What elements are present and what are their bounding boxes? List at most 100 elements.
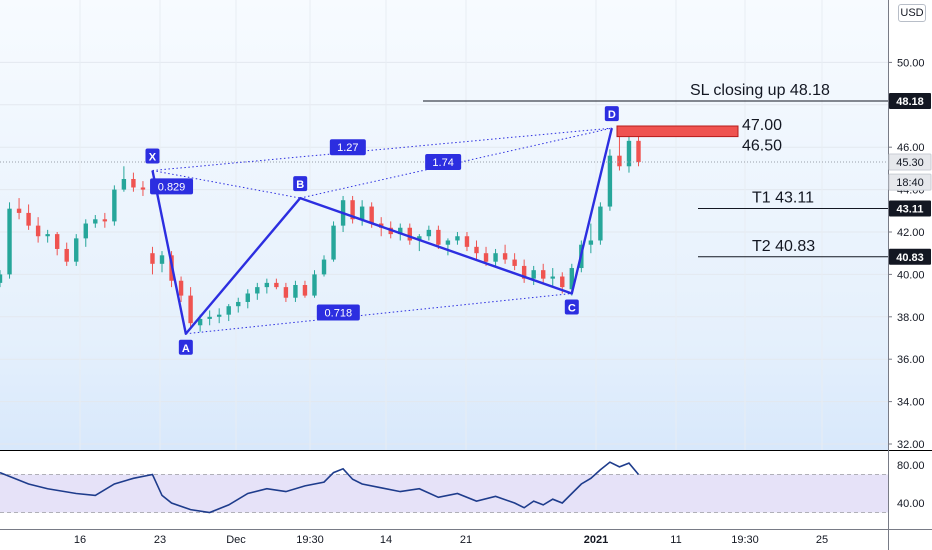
candle-body xyxy=(112,189,117,222)
entry-zone-upper-label: 47.00 xyxy=(742,117,782,134)
candlestick-series xyxy=(0,132,641,332)
candle-body xyxy=(197,318,203,326)
candle-body xyxy=(417,236,422,241)
candle-body xyxy=(16,208,22,213)
pattern-point-label: D xyxy=(608,109,616,121)
ratio-label: 0.718 xyxy=(325,308,353,320)
candle-body xyxy=(35,225,41,237)
currency-badge[interactable]: USD xyxy=(898,4,926,22)
price-tick-label: 36.00 xyxy=(897,354,925,366)
price-tick-label: 32.00 xyxy=(897,439,925,451)
candle-body xyxy=(483,253,489,262)
time-tick-label: 2021 xyxy=(584,534,608,546)
candle-body xyxy=(207,316,212,319)
candle-body xyxy=(264,282,270,288)
candle-body xyxy=(426,229,432,237)
pattern-point-label: B xyxy=(296,179,304,191)
candle-body xyxy=(45,234,50,237)
candle-body xyxy=(541,270,546,279)
time-tick-label: 21 xyxy=(460,534,472,546)
pattern-ratio-connector xyxy=(152,170,301,199)
time-tick-label: 19:30 xyxy=(296,534,324,546)
candle-body xyxy=(560,276,565,288)
time-tick-label: 11 xyxy=(670,534,681,546)
candle-body xyxy=(131,179,136,188)
candle-body xyxy=(550,276,555,279)
pattern-point-box[interactable] xyxy=(604,106,619,122)
candle-body xyxy=(531,270,536,279)
ratio-label: 0.829 xyxy=(158,181,186,193)
ratio-label-box xyxy=(425,154,462,171)
candle-body xyxy=(369,206,374,224)
candle-body xyxy=(64,248,69,262)
price-tick-label: 42.00 xyxy=(897,227,925,239)
pattern-point-box[interactable] xyxy=(564,299,579,315)
candle-body xyxy=(445,240,451,245)
pattern-ratio-connector xyxy=(152,127,612,172)
candle-body xyxy=(293,285,298,298)
price-axis-badge-label: 40.83 xyxy=(896,252,924,264)
candle-body xyxy=(455,236,460,241)
price-axis-badge-label: 43.11 xyxy=(897,203,924,215)
candle-body xyxy=(598,206,603,241)
pattern-point-box[interactable] xyxy=(178,339,193,355)
candle-body xyxy=(626,140,632,167)
time-tick-label: 23 xyxy=(154,534,166,546)
level-label: T1 43.11 xyxy=(752,189,814,206)
entry-zone-box[interactable] xyxy=(616,125,739,138)
candle-body xyxy=(102,219,108,222)
candle-body xyxy=(83,223,88,239)
pattern-point-box[interactable] xyxy=(145,148,160,164)
price-axis-badge xyxy=(889,248,931,265)
candle-body xyxy=(493,253,498,262)
pattern-point-box[interactable] xyxy=(293,176,308,192)
pattern-point-label: X xyxy=(149,152,157,164)
rsi-indicator xyxy=(0,461,888,514)
candle-body xyxy=(617,155,622,167)
candle-body xyxy=(636,140,641,163)
candle-body xyxy=(312,274,317,296)
ratio-label: 1.27 xyxy=(337,142,358,154)
pattern-ratio-connector xyxy=(300,127,612,199)
price-axis[interactable]: 32.0034.0036.0038.0040.0042.0044.0046.00… xyxy=(888,57,932,510)
candle-body xyxy=(159,255,165,264)
candle-body xyxy=(150,253,155,264)
candle-body xyxy=(588,240,594,245)
candle-body xyxy=(188,295,193,324)
rsi-band xyxy=(0,474,888,513)
pattern-ratio-connector xyxy=(185,292,572,335)
rsi-tick-label: 40.00 xyxy=(897,498,925,510)
price-tick-label: 46.00 xyxy=(897,142,925,154)
candle-body xyxy=(274,282,279,288)
candle-body xyxy=(26,212,31,226)
level-label: T2 40.83 xyxy=(752,238,815,255)
price-tick-label: 38.00 xyxy=(897,312,925,324)
candle-body xyxy=(407,227,412,241)
candle-body xyxy=(216,314,222,317)
candle-body xyxy=(502,253,508,260)
price-axis-badge xyxy=(889,92,931,109)
candle-body xyxy=(569,268,574,290)
candle-body xyxy=(464,236,470,247)
entry-zone-lower-label: 46.50 xyxy=(742,138,782,155)
candle-body xyxy=(178,280,184,296)
pattern-point-label: C xyxy=(568,302,576,314)
time-axis[interactable]: 16 23 Dec 19:30 14 21 2021 11 19:30 25 xyxy=(74,534,828,546)
candle-body xyxy=(54,234,60,249)
pattern-point-label: A xyxy=(182,343,190,355)
candle-body xyxy=(226,306,231,315)
candle-body xyxy=(359,206,365,220)
candle-body xyxy=(140,187,146,190)
harmonic-pattern: 0.829 1.27 1.74 0.718 X A B C D xyxy=(145,106,619,355)
candle-body xyxy=(331,225,336,260)
ratio-label-box xyxy=(150,178,194,195)
main-pane-background xyxy=(0,0,888,450)
candle-body xyxy=(474,246,479,254)
price-axis-badge xyxy=(888,153,932,171)
pattern-legs[interactable] xyxy=(151,127,613,335)
candle-body xyxy=(93,219,98,224)
level-label: SL closing up 48.18 xyxy=(690,82,830,99)
candle-body xyxy=(321,259,327,275)
candle-body xyxy=(350,200,355,220)
